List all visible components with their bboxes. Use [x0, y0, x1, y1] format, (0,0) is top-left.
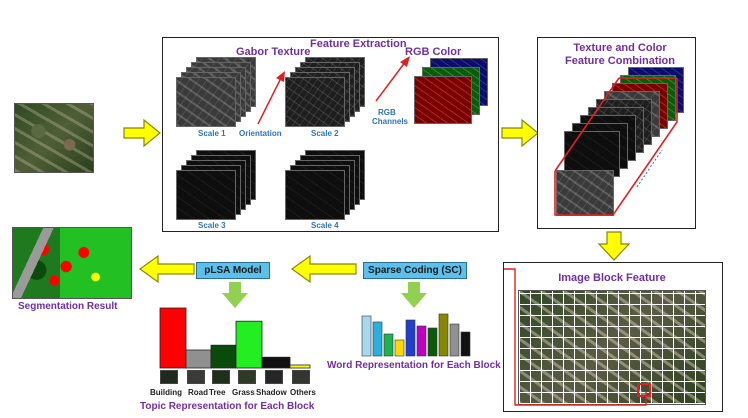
category-label-others: Others [290, 388, 316, 397]
topic-bar-others [289, 364, 311, 369]
category-label-road: Road [188, 388, 208, 397]
combination-parallelogram [554, 77, 678, 216]
arrow-right-icon [501, 118, 539, 148]
word-bar [427, 327, 438, 357]
combination-title-line2: Feature Combination [564, 55, 675, 67]
topic-bar-building [159, 307, 187, 369]
word-bar [394, 339, 405, 357]
topic-category-labels: Building Road Tree Grass Shadow Others [150, 388, 330, 400]
topic-thumbnails [150, 370, 330, 386]
rgb-color-title: RGB Color [405, 46, 462, 58]
segmentation-result-image [12, 227, 132, 299]
word-bar [438, 313, 449, 357]
category-label-shadow: Shadow [256, 388, 287, 397]
block-grid-image [518, 290, 706, 405]
block-connector-line [504, 268, 647, 406]
gabor-texture-title: Gabor Texture [236, 46, 311, 58]
scale3-label: Scale 3 [198, 221, 226, 230]
word-bar [405, 319, 416, 357]
rgb-channels-line2: Channels [372, 117, 409, 126]
selected-block-marker [637, 383, 651, 397]
arrow-down-icon [597, 231, 631, 261]
arrow-left-icon [138, 254, 195, 284]
category-label-grass: Grass [232, 388, 255, 397]
orientation-arrow-icon [257, 71, 285, 125]
word-bar [416, 325, 427, 357]
topic-bar-shadow [261, 356, 291, 369]
topic-representation-caption: Topic Representation for Each Block [140, 401, 315, 412]
sparse-coding-label: Sparse Coding (SC) [363, 262, 467, 279]
plsa-model-label: pLSA Model [196, 262, 270, 279]
word-bar [460, 331, 471, 357]
arrow-left-icon [290, 254, 357, 284]
topic-bar-road [185, 349, 212, 369]
word-bar [383, 333, 394, 357]
segmentation-result-caption: Segmentation Result [18, 301, 118, 312]
arrow-down-green-icon [401, 282, 427, 308]
topic-bar-grass [235, 320, 263, 369]
feature-extraction-title: Feature Extraction [310, 38, 407, 50]
image-block-title: Image Block Feature [558, 272, 666, 284]
word-bar [449, 323, 460, 357]
combination-title-line1: Texture and Color [573, 42, 667, 54]
scale1-label: Scale 1 [198, 129, 226, 138]
input-aerial-image [14, 103, 94, 173]
topic-bar-tree [210, 344, 237, 369]
word-bar [361, 315, 372, 357]
orientation-label: Orientation [239, 129, 282, 138]
topic-chart [159, 307, 311, 369]
word-representation-caption: Word Representation for Each Block [327, 360, 501, 371]
rgb-channels-line1: RGB [378, 108, 396, 117]
arrow-down-green-icon [222, 282, 248, 308]
category-label-building: Building [150, 388, 182, 397]
rgb-arrow-icon [375, 56, 410, 102]
scale4-label: Scale 4 [311, 221, 339, 230]
category-label-tree: Tree [209, 388, 226, 397]
arrow-right-icon [123, 118, 161, 148]
word-histogram [361, 313, 471, 357]
scale2-label: Scale 2 [311, 129, 339, 138]
word-bar [372, 321, 383, 357]
